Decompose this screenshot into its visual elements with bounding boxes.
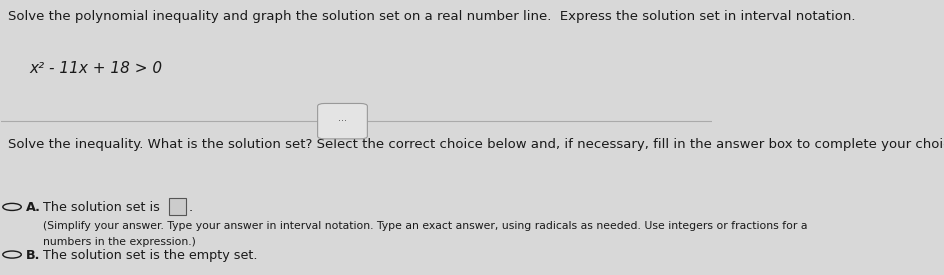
Text: .: . [188, 202, 193, 214]
Text: ···: ··· [338, 116, 347, 126]
FancyBboxPatch shape [317, 103, 367, 139]
FancyBboxPatch shape [169, 198, 186, 215]
Text: The solution set is: The solution set is [42, 202, 160, 214]
Text: numbers in the expression.): numbers in the expression.) [42, 237, 195, 247]
Text: The solution set is the empty set.: The solution set is the empty set. [42, 249, 257, 262]
Text: x² - 11x + 18 > 0: x² - 11x + 18 > 0 [30, 61, 163, 76]
Text: (Simplify your answer. Type your answer in interval notation. Type an exact answ: (Simplify your answer. Type your answer … [42, 221, 807, 230]
Text: Solve the polynomial inequality and graph the solution set on a real number line: Solve the polynomial inequality and grap… [8, 10, 856, 23]
Text: Solve the inequality. What is the solution set? Select the correct choice below : Solve the inequality. What is the soluti… [8, 138, 944, 150]
Text: A.: A. [25, 202, 41, 214]
Text: B.: B. [25, 249, 40, 262]
